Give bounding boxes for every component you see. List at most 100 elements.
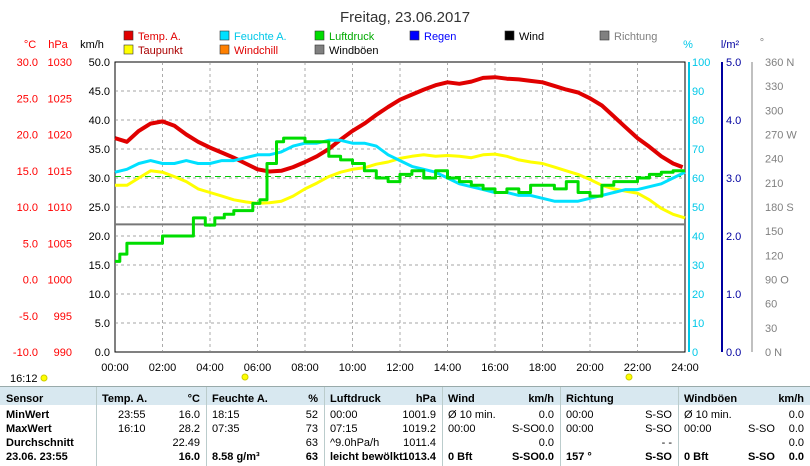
table-header-row: Feuchte A.% bbox=[206, 391, 324, 406]
direction-axis-unit: ° bbox=[760, 37, 764, 49]
x-tick-label: 24:00 bbox=[671, 362, 699, 374]
cell-value: 0.0 bbox=[788, 437, 804, 449]
rain-tick-label: 4.0 bbox=[726, 115, 741, 127]
pressure-tick-label: 1020 bbox=[48, 130, 72, 142]
temp-tick-label: 20.0 bbox=[17, 130, 38, 142]
cell-time: 00:00 bbox=[684, 423, 712, 435]
x-tick-label: 22:00 bbox=[624, 362, 652, 374]
cell-value: 0.0 bbox=[538, 423, 554, 435]
cell-value: 0.0 bbox=[538, 409, 554, 421]
direction-tick-label: 0 N bbox=[765, 347, 782, 359]
rain-tick-label: 5.0 bbox=[726, 57, 741, 69]
cell-time: 00:00 bbox=[566, 423, 594, 435]
table-row: 22.49 bbox=[96, 435, 206, 450]
legend-label: Wind bbox=[519, 31, 544, 43]
table-row: 00:00 S-SO bbox=[560, 407, 678, 422]
humidity-tick-label: 90 bbox=[692, 86, 704, 98]
row-label: Durchschnitt bbox=[6, 437, 74, 449]
table-row: 23.06. 23:55 bbox=[0, 449, 96, 464]
statistics-table: Sensor MinWert MaxWert Durchschnitt 23.06. 2… bbox=[0, 386, 810, 466]
series-line-taupunkt bbox=[115, 152, 686, 220]
wind-tick-label: 20.0 bbox=[89, 231, 110, 243]
cell-time: Ø 10 min. bbox=[684, 409, 732, 421]
table-row: 00:00 S-SO bbox=[560, 421, 678, 436]
table-row: 157 ° S-SO bbox=[560, 449, 678, 464]
table-header-row: Wind km/h bbox=[442, 391, 560, 406]
table-row: 07:15 1019.2 bbox=[324, 421, 442, 436]
column-header: Wind bbox=[448, 393, 475, 405]
cell-direction: S-SO bbox=[748, 451, 775, 463]
cell-value: S-SO bbox=[645, 451, 672, 463]
wind-tick-label: 5.0 bbox=[95, 318, 110, 330]
series-line-luftdruck bbox=[115, 136, 685, 263]
cell-value: 0.0 bbox=[788, 409, 804, 421]
legend-swatch bbox=[219, 44, 230, 55]
wind-tick-label: 35.0 bbox=[89, 144, 110, 156]
humidity-axis-unit: % bbox=[683, 39, 693, 51]
wind-tick-label: 25.0 bbox=[89, 202, 110, 214]
wind-tick-label: 40.0 bbox=[89, 115, 110, 127]
wind-tick-label: 50.0 bbox=[89, 57, 110, 69]
table-row: Ø 10 min. 0.0 bbox=[678, 407, 810, 422]
cell-time: 16:10 bbox=[118, 423, 146, 435]
cell-time: 07:35 bbox=[212, 423, 240, 435]
column-unit: °C bbox=[187, 393, 200, 405]
cell-time: 157 ° bbox=[566, 451, 592, 463]
x-tick-label: 02:00 bbox=[149, 362, 177, 374]
legend-swatch bbox=[123, 44, 134, 55]
legend-swatch bbox=[504, 30, 515, 41]
x-tick-label: 10:00 bbox=[339, 362, 367, 374]
pressure-tick-label: 990 bbox=[54, 347, 72, 359]
column-unit: hPa bbox=[415, 393, 436, 405]
table-row: 16:10 28.2 bbox=[96, 421, 206, 436]
temp-tick-label: 10.0 bbox=[17, 202, 38, 214]
temp-tick-label: -5.0 bbox=[19, 311, 38, 323]
table-row: 0.0 bbox=[442, 435, 560, 450]
cell-value: 1013.4 bbox=[402, 451, 436, 463]
x-tick-label: 20:00 bbox=[576, 362, 604, 374]
direction-tick-label: 90 O bbox=[765, 275, 789, 287]
pressure-tick-label: 1000 bbox=[48, 275, 72, 287]
x-tick-label: 06:00 bbox=[244, 362, 272, 374]
cell-time: 23:55 bbox=[118, 409, 146, 421]
legend-label: Feuchte A. bbox=[234, 31, 287, 43]
rain-tick-label: 3.0 bbox=[726, 173, 741, 185]
table-row: 0 Bft S-SO 0.0 bbox=[678, 449, 810, 464]
cell-value: 0.0 bbox=[788, 451, 804, 463]
column-header: Windböen bbox=[684, 393, 738, 405]
table-row: Ø 10 min. 0.0 bbox=[442, 407, 560, 422]
x-tick-label: 12:00 bbox=[386, 362, 414, 374]
pressure-tick-label: 995 bbox=[54, 311, 72, 323]
column-unit: km/h bbox=[778, 393, 804, 405]
legend-label: Luftdruck bbox=[329, 31, 375, 43]
series-line-temp-a- bbox=[114, 75, 684, 174]
wind-tick-label: 15.0 bbox=[89, 260, 110, 272]
direction-tick-label: 210 bbox=[765, 178, 783, 190]
humidity-tick-label: 30 bbox=[692, 260, 704, 272]
column-header: Richtung bbox=[566, 393, 614, 405]
x-tick-label: 04:00 bbox=[196, 362, 224, 374]
table-header-bar bbox=[0, 387, 810, 405]
column-header: Sensor bbox=[6, 393, 44, 405]
table-row: leicht bewölkt 1013.4 bbox=[324, 449, 442, 464]
table-row: 23:55 16.0 bbox=[96, 407, 206, 422]
table-row: 16.0 bbox=[96, 449, 206, 464]
cell-value: 0.0 bbox=[538, 451, 554, 463]
cell-time: 00:00 bbox=[566, 409, 594, 421]
humidity-tick-label: 60 bbox=[692, 173, 704, 185]
cell-direction: S-SO bbox=[512, 451, 539, 463]
humidity-tick-label: 10 bbox=[692, 318, 704, 330]
cell-direction: S-SO bbox=[748, 423, 775, 435]
wind-tick-label: 45.0 bbox=[89, 86, 110, 98]
humidity-tick-label: 20 bbox=[692, 289, 704, 301]
table-row: MinWert bbox=[0, 407, 96, 422]
table-row: - - bbox=[560, 435, 678, 450]
direction-tick-label: 300 bbox=[765, 105, 783, 117]
table-column: Luftdruck hPa 00:00 1001.9 07:15 1019.2 ^9.0hP… bbox=[324, 387, 443, 466]
humidity-tick-label: 100 bbox=[692, 57, 710, 69]
legend-swatch bbox=[219, 30, 230, 41]
cell-value: 22.49 bbox=[172, 437, 200, 449]
cell-time: leicht bewölkt bbox=[330, 451, 403, 463]
pressure-tick-label: 1025 bbox=[48, 93, 72, 105]
table-row: 00:00 S-SO 0.0 bbox=[442, 421, 560, 436]
